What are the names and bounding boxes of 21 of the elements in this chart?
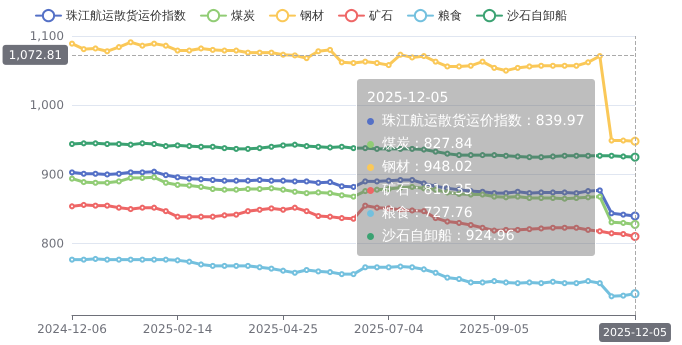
annotation: 钢材 : 948.02 [382, 158, 473, 177]
annotation: 沙石自卸船 : 924.96 [382, 227, 515, 246]
annotation: 珠江航运散货运价指数 : 839.97 [382, 112, 585, 131]
legend-label: 沙石自卸船 [507, 8, 567, 23]
y-tick-label: 1,100 [30, 29, 64, 43]
legend-label: 煤炭 [231, 8, 255, 23]
ref-line-label: 1,072.81 [8, 48, 62, 62]
x-tick-label: 2024-12-06 [37, 322, 107, 336]
y-tick-label: 800 [41, 236, 64, 251]
x-tick-label: 2025-07-04 [354, 322, 424, 336]
legend-label: 矿石 [368, 8, 393, 23]
annotation: 2025-12-05 [367, 89, 448, 108]
y-tick-label: 900 [41, 167, 64, 182]
y-tick-label: 1,000 [30, 98, 64, 112]
legend-label: 钢材 [299, 8, 324, 23]
x-tick-label: 2025-12-05 [603, 326, 667, 339]
x-tick-label: 2025-02-14 [142, 322, 212, 336]
legend-label: 粮食 [438, 8, 462, 23]
x-tick-label: 2025-09-05 [459, 322, 530, 336]
x-tick-label: 2025-04-25 [248, 322, 318, 336]
legend-label: 珠江航运散货运价指数 [66, 8, 186, 23]
